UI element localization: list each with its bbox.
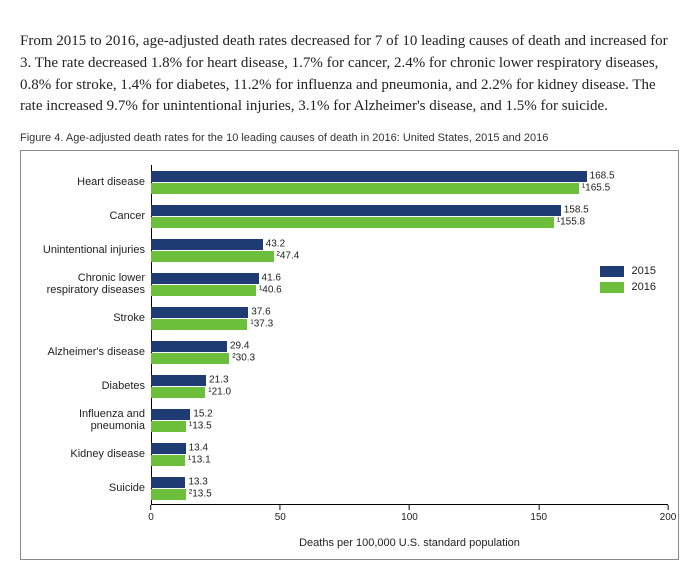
figure-caption: Figure 4. Age-adjusted death rates for t…	[20, 132, 679, 144]
tick-label: 200	[660, 512, 677, 523]
category-label: Cancer	[31, 199, 151, 233]
tick-mark	[668, 505, 669, 510]
bar: 13.3	[151, 477, 185, 488]
bar: 29.4	[151, 341, 227, 352]
bar-value-label: ¹21.0	[205, 387, 231, 398]
bar: ²47.4	[151, 251, 274, 262]
bar-value-label: 29.4	[227, 341, 249, 352]
bar-value-label: 43.2	[263, 239, 285, 250]
x-tick: 150	[530, 505, 547, 523]
bar: ¹40.6	[151, 285, 256, 296]
x-tick: 50	[275, 505, 286, 523]
bar: ²13.5	[151, 489, 186, 500]
bar: 168.5	[151, 171, 587, 182]
tick-mark	[151, 505, 152, 510]
bar-row: 13.3²13.5	[151, 471, 668, 505]
bar: 43.2	[151, 239, 263, 250]
bar: 13.4	[151, 443, 186, 454]
category-label: Kidney disease	[31, 437, 151, 471]
bar: ¹37.3	[151, 319, 247, 330]
category-label: Alzheimer's disease	[31, 335, 151, 369]
intro-paragraph: From 2015 to 2016, age-adjusted death ra…	[20, 31, 679, 118]
bar-row: 43.2²47.4	[151, 233, 668, 267]
tick-mark	[280, 505, 281, 510]
bar: ¹165.5	[151, 183, 579, 194]
bar-value-label: ¹40.6	[256, 285, 282, 296]
category-labels-col: Heart diseaseCancerUnintentional injurie…	[31, 165, 151, 505]
bar-row: 21.3¹21.0	[151, 369, 668, 403]
bar-value-label: 158.5	[561, 205, 589, 216]
bar-value-label: 13.3	[185, 477, 207, 488]
bar-value-label: ¹13.1	[185, 455, 211, 466]
bar-row: 13.4¹13.1	[151, 437, 668, 471]
bar: ¹155.8	[151, 217, 554, 228]
bar-row: 37.6¹37.3	[151, 301, 668, 335]
tick-mark	[409, 505, 410, 510]
bar-value-label: 168.5	[587, 171, 615, 182]
tick-mark	[538, 505, 539, 510]
bar-value-label: 37.6	[248, 307, 270, 318]
bar: ¹13.1	[151, 455, 185, 466]
bar-value-label: ¹155.8	[554, 217, 585, 228]
bar-value-label: 13.4	[186, 443, 208, 454]
chart-container: 20152016 Heart diseaseCancerUnintentiona…	[20, 150, 679, 560]
bar-value-label: ²13.5	[186, 489, 212, 500]
bar: ¹13.5	[151, 421, 186, 432]
category-label: Unintentional injuries	[31, 233, 151, 267]
bar: ²30.3	[151, 353, 229, 364]
x-axis-ticks: 050100150200	[151, 505, 668, 535]
category-label: Influenza andpneumonia	[31, 403, 151, 437]
plot-area: 168.5¹165.5158.5¹155.843.2²47.441.6¹40.6…	[151, 165, 668, 505]
bar-value-label: ¹37.3	[247, 319, 273, 330]
tick-label: 150	[530, 512, 547, 523]
category-label: Heart disease	[31, 165, 151, 199]
bar: 37.6	[151, 307, 248, 318]
bar-row: 15.2¹13.5	[151, 403, 668, 437]
bar-value-label: ²30.3	[229, 353, 255, 364]
bar-row: 29.4²30.3	[151, 335, 668, 369]
x-axis-title: Deaths per 100,000 U.S. standard populat…	[151, 537, 668, 549]
bar-row: 168.5¹165.5	[151, 165, 668, 199]
category-label: Suicide	[31, 471, 151, 505]
bar: 21.3	[151, 375, 206, 386]
x-tick: 0	[148, 505, 154, 523]
tick-label: 0	[148, 512, 154, 523]
bar-value-label: ¹13.5	[186, 421, 212, 432]
bar: ¹21.0	[151, 387, 205, 398]
bar-row: 41.6¹40.6	[151, 267, 668, 301]
x-tick: 200	[660, 505, 677, 523]
category-label: Diabetes	[31, 369, 151, 403]
tick-label: 50	[275, 512, 286, 523]
bar-value-label: 15.2	[190, 409, 212, 420]
category-label: Chronic lowerrespiratory diseases	[31, 267, 151, 301]
bar: 15.2	[151, 409, 190, 420]
bar-row: 158.5¹155.8	[151, 199, 668, 233]
x-tick: 100	[401, 505, 418, 523]
bar-value-label: ²47.4	[274, 251, 300, 262]
bar-value-label: 21.3	[206, 375, 228, 386]
tick-label: 100	[401, 512, 418, 523]
bar-value-label: ¹165.5	[579, 183, 610, 194]
bar: 158.5	[151, 205, 561, 216]
bar: 41.6	[151, 273, 259, 284]
bar-value-label: 41.6	[259, 273, 281, 284]
category-label: Stroke	[31, 301, 151, 335]
